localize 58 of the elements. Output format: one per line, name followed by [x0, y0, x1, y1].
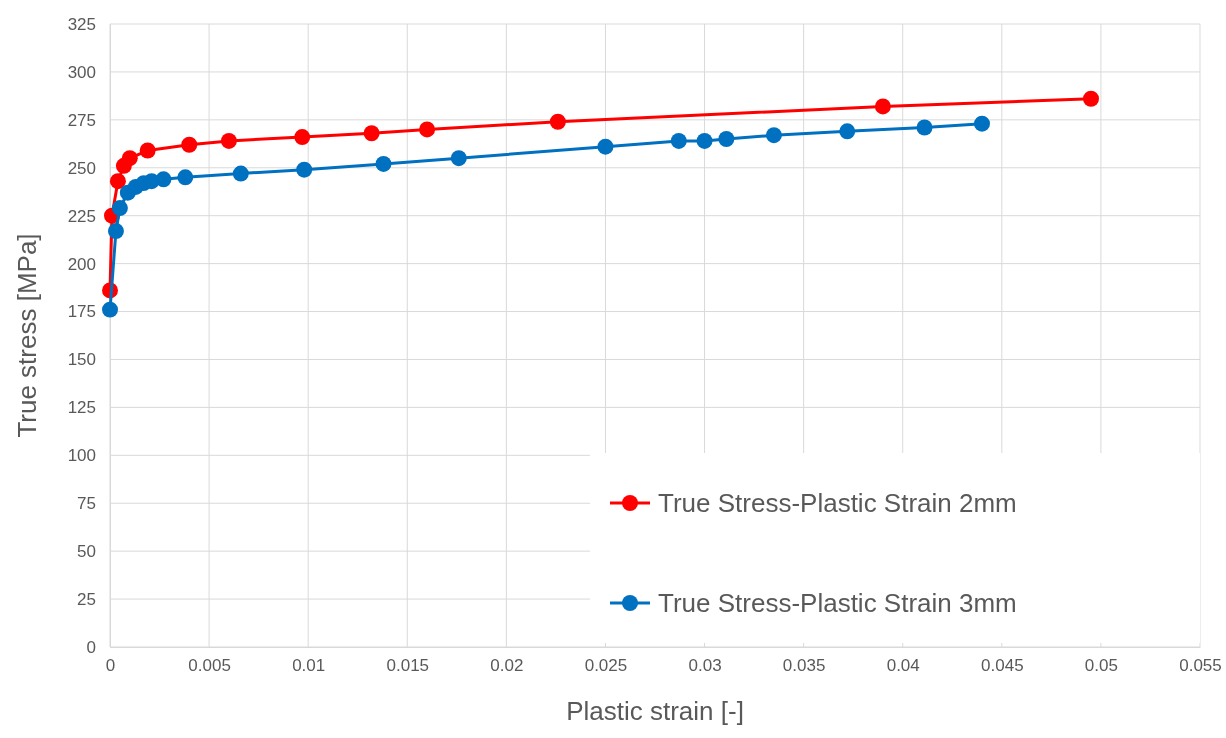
point — [107, 223, 124, 239]
x-tick-label: 0.02 — [490, 656, 524, 676]
point — [696, 132, 713, 149]
point — [102, 301, 118, 318]
y-tick-label: 225 — [67, 206, 96, 226]
x-tick-label: 0.055 — [1179, 656, 1222, 676]
legend-label: True Stress-Plastic Strain 2mm — [658, 488, 1017, 518]
y-tick-label: 275 — [67, 110, 96, 130]
point — [419, 121, 436, 138]
x-tick-label: 0.015 — [386, 656, 430, 676]
point — [549, 113, 566, 130]
point — [296, 161, 313, 178]
point — [363, 125, 380, 142]
x-tick-label: 0.025 — [584, 656, 628, 676]
x-tick-label: 0.045 — [981, 656, 1024, 676]
y-tick-label: 150 — [67, 350, 96, 370]
x-axis-title: Plastic strain [-] — [566, 696, 744, 726]
point — [232, 165, 249, 182]
y-tick-label: 325 — [67, 14, 96, 34]
y-tick-label: 25 — [77, 590, 96, 610]
point — [974, 115, 990, 132]
point — [111, 200, 128, 216]
point — [294, 129, 311, 146]
point — [670, 132, 687, 149]
y-axis-title: True stress [MPa] — [12, 233, 42, 438]
point — [765, 127, 782, 144]
point — [375, 155, 392, 172]
y-tick-label: 300 — [67, 62, 96, 82]
point — [450, 150, 467, 167]
y-tick-label: 125 — [67, 398, 96, 418]
point — [155, 171, 172, 188]
point — [109, 173, 126, 190]
x-tick-label: 0.035 — [782, 656, 826, 676]
x-tick-label: 0.04 — [886, 656, 920, 676]
point — [718, 131, 735, 147]
point — [916, 119, 933, 136]
y-tick-label: 175 — [67, 302, 96, 322]
x-tick-label: 0 — [105, 656, 116, 676]
point — [181, 136, 198, 153]
x-tick-label: 0.03 — [688, 656, 722, 676]
point — [839, 123, 856, 140]
point — [874, 98, 891, 115]
x-tick-label: 0.005 — [188, 656, 231, 676]
point — [597, 138, 614, 155]
legend-label: True Stress-Plastic Strain 3mm — [658, 588, 1017, 618]
y-tick-label: 0 — [86, 637, 96, 657]
point — [139, 142, 156, 159]
point — [121, 150, 138, 167]
x-tick-label: 0.05 — [1084, 656, 1118, 676]
y-tick-label: 75 — [77, 494, 96, 514]
y-tick-label: 250 — [67, 158, 96, 178]
point — [177, 169, 194, 186]
y-tick-label: 200 — [67, 254, 96, 274]
y-tick-label: 100 — [67, 446, 96, 466]
point — [220, 132, 237, 149]
point — [1083, 90, 1099, 107]
y-tick-label: 50 — [77, 542, 96, 562]
x-tick-label: 0.01 — [292, 656, 326, 676]
